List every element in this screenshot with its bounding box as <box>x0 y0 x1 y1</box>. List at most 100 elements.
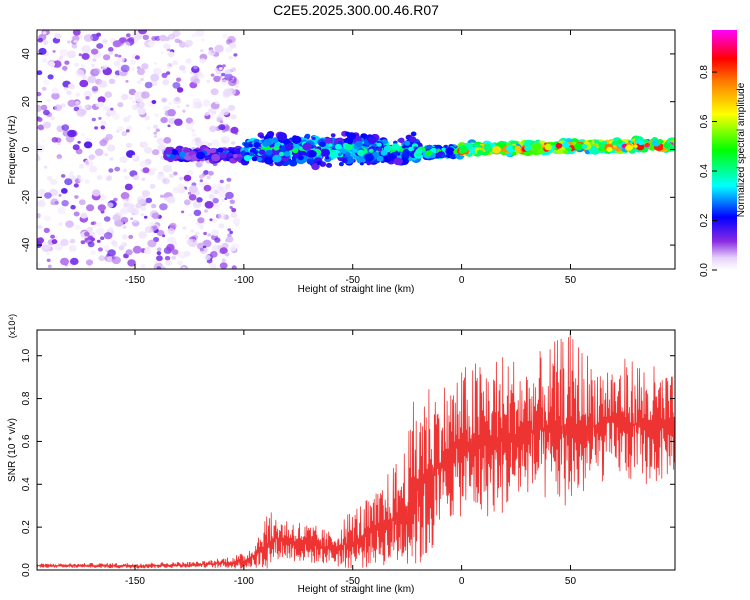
heatmap-cell <box>138 231 148 239</box>
x-tick-label: -100 <box>234 576 254 587</box>
heatmap-cell <box>137 107 146 115</box>
snr-y-ticks: 0.0 0.2 0.4 0.6 0.8 1.0 <box>21 348 675 577</box>
heatmap-cell <box>254 150 259 154</box>
heatmap-cell <box>166 196 176 204</box>
heatmap-cell <box>81 133 85 137</box>
heatmap-cell <box>338 162 344 167</box>
heatmap-cell <box>330 133 336 138</box>
heatmap-cell <box>183 199 191 206</box>
heatmap-cell <box>86 204 95 212</box>
heatmap-cell <box>128 115 132 119</box>
heatmap-cell <box>302 142 312 151</box>
heatmap-cell <box>445 147 455 156</box>
heatmap-cell <box>145 197 153 204</box>
heatmap-cell <box>408 136 417 143</box>
heatmap-cell <box>273 145 280 151</box>
heatmap-cell <box>75 92 81 97</box>
heatmap-cell <box>129 96 134 100</box>
y-tick-label: 0.0 <box>21 563 32 577</box>
heatmap-cell <box>167 51 175 58</box>
heatmap-cell <box>41 242 50 250</box>
heatmap-cell <box>156 229 165 237</box>
heatmap-cell <box>50 116 55 121</box>
heatmap-cell <box>105 133 113 141</box>
heatmap-cell <box>264 156 274 165</box>
heatmap-cell <box>139 160 148 168</box>
heatmap-cell <box>344 144 353 151</box>
heatmap-cell <box>425 150 433 157</box>
heatmap-cell <box>78 53 82 57</box>
heatmap-cell <box>574 143 584 151</box>
heatmap-cell <box>151 100 157 104</box>
heatmap-cell <box>74 62 79 67</box>
heatmap-cell <box>222 33 228 39</box>
heatmap-cell <box>81 45 91 54</box>
heatmap-cell <box>52 50 56 53</box>
heatmap-cell <box>84 104 89 109</box>
y-tick-label: 40 <box>21 48 32 60</box>
heatmap-cell <box>160 51 164 54</box>
heatmap-cell <box>116 56 125 63</box>
heatmap-cell <box>78 164 85 169</box>
heatmap-cell <box>211 153 221 162</box>
heatmap-cell <box>231 265 237 269</box>
x-tick-label: -50 <box>346 275 361 286</box>
heatmap-cell <box>612 144 617 149</box>
heatmap-cell <box>110 107 114 111</box>
heatmap-cell <box>67 40 71 44</box>
heatmap-cell <box>204 112 210 116</box>
heatmap-cell <box>193 209 202 216</box>
heatmap-cell <box>206 79 211 83</box>
heatmap-cell <box>135 203 142 209</box>
heatmap-cell <box>108 227 114 232</box>
heatmap-cell <box>153 124 158 129</box>
heatmap-cell <box>167 124 171 128</box>
heatmap-cell <box>37 70 43 76</box>
heatmap-cell <box>186 44 189 48</box>
heatmap-cell <box>103 244 110 251</box>
heatmap-cell <box>251 156 258 162</box>
heatmap-cell <box>174 118 183 126</box>
heatmap-cell <box>243 154 252 162</box>
heatmap-cell <box>168 173 175 179</box>
y-tick-label: 0.6 <box>21 434 32 448</box>
heatmap-cell <box>81 52 90 60</box>
x-tick-label: 0 <box>459 275 465 286</box>
heatmap-cell <box>117 126 124 132</box>
heatmap-cell <box>555 143 563 149</box>
heatmap-cell <box>121 242 128 248</box>
heatmap-cell <box>225 68 232 75</box>
heatmap-cell <box>141 63 149 70</box>
heatmap-cell <box>219 120 224 124</box>
heatmap-cell <box>220 108 230 116</box>
heatmap-cell <box>278 151 285 157</box>
heatmap-cell <box>211 229 219 236</box>
heatmap-cell <box>212 197 219 204</box>
heatmap-cell <box>163 137 172 144</box>
heatmap-cell <box>233 53 238 57</box>
heatmap-cell <box>181 266 186 269</box>
heatmap-cell <box>99 139 108 147</box>
heatmap-cell <box>225 46 233 53</box>
heatmap-cell <box>128 36 135 43</box>
heatmap-cell <box>196 242 206 250</box>
y-tick-label: 1.0 <box>21 348 32 362</box>
heatmap-cell <box>198 225 204 230</box>
heatmap-cell <box>37 237 44 244</box>
heatmap-cell <box>70 171 74 175</box>
heatmap-cell <box>213 189 219 195</box>
heatmap-cell <box>161 72 168 78</box>
heatmap-cell <box>65 220 74 228</box>
heatmap-cell <box>107 202 114 208</box>
heatmap-cell <box>153 131 158 135</box>
heatmap-cell <box>156 137 165 145</box>
heatmap-cell <box>179 65 186 71</box>
heatmap-cell <box>128 234 134 239</box>
heatmap-cell <box>170 149 178 156</box>
y-tick-label: 0.4 <box>21 477 32 491</box>
heatmap-cell <box>107 249 116 257</box>
heatmap-cell <box>120 192 130 200</box>
heatmap-cell <box>52 60 62 68</box>
heatmap-cell <box>142 34 149 40</box>
heatmap-cell <box>224 252 230 257</box>
